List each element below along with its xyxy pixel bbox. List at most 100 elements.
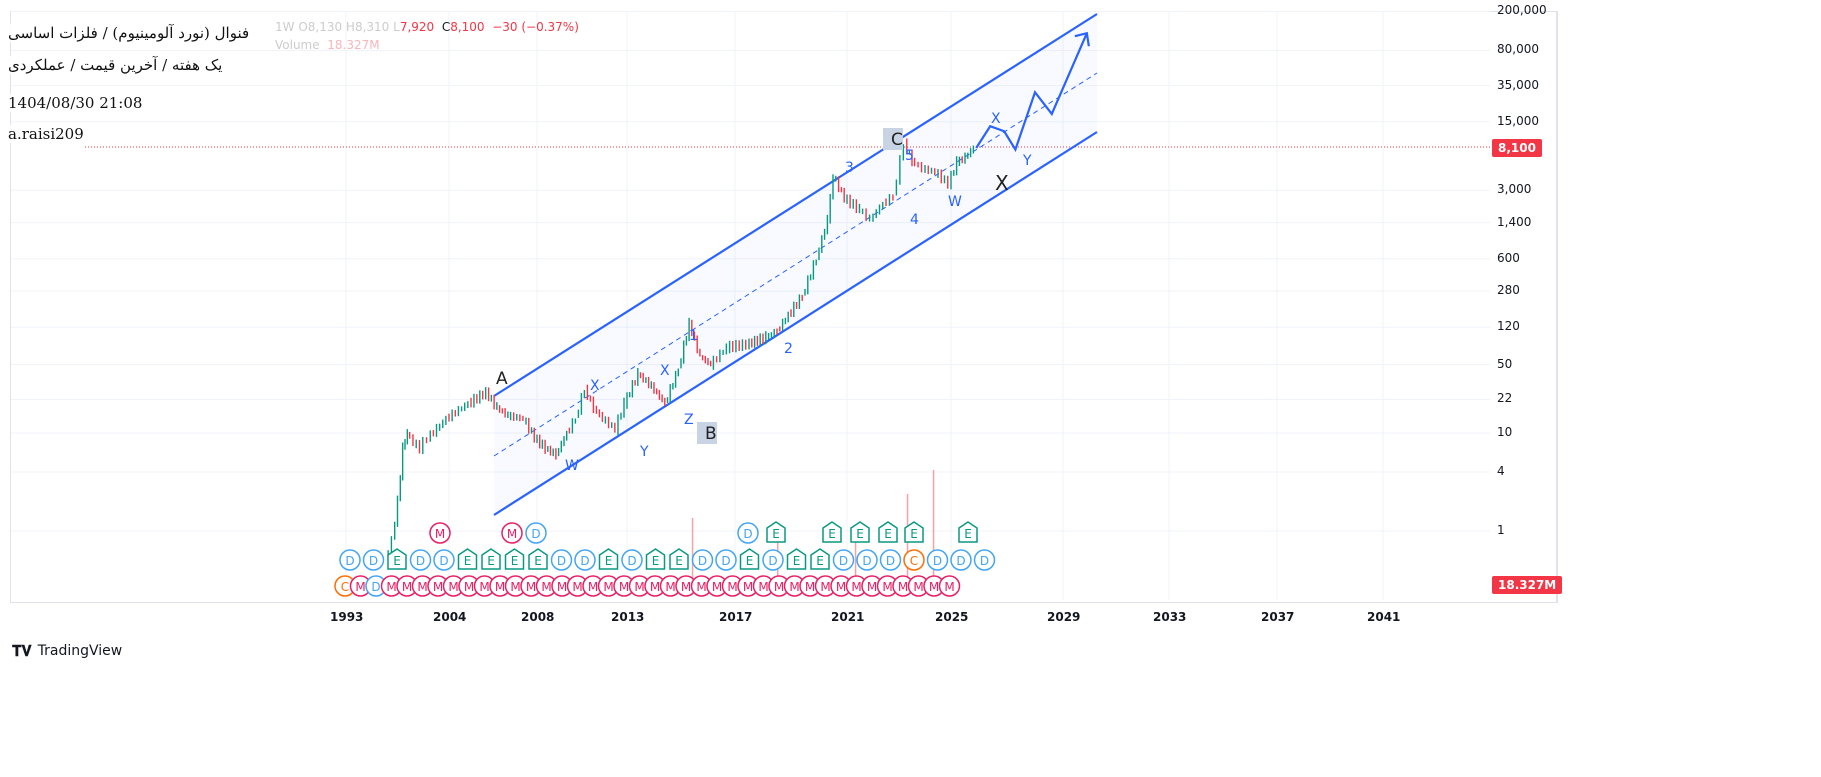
earnings-icon[interactable] bbox=[822, 521, 842, 543]
projection-line[interactable] bbox=[975, 32, 1088, 153]
wave-label[interactable]: X bbox=[590, 378, 600, 394]
wave-label[interactable]: W bbox=[948, 194, 962, 210]
dividend-icon[interactable] bbox=[574, 549, 596, 571]
dividend-icon[interactable] bbox=[433, 549, 455, 571]
change-value: −30 (−0.37%) bbox=[492, 20, 579, 34]
price-tick: 22 bbox=[1497, 391, 1513, 406]
event-marker-label: M bbox=[820, 580, 830, 594]
event-marker-label: M bbox=[712, 580, 722, 594]
dividend-icon[interactable] bbox=[950, 549, 972, 571]
wave-label[interactable]: 2 bbox=[784, 341, 793, 357]
meeting-icon[interactable] bbox=[938, 575, 961, 597]
channel-upper-line[interactable] bbox=[493, 13, 1098, 397]
earnings-icon[interactable] bbox=[457, 548, 478, 570]
wave-label[interactable]: W bbox=[565, 458, 579, 474]
time-tick: 2033 bbox=[1153, 610, 1187, 624]
time-tick: 2013 bbox=[611, 610, 645, 624]
tradingview-logo[interactable]: 𝐓𝐕 TradingView bbox=[12, 642, 122, 660]
dividend-icon[interactable] bbox=[856, 549, 878, 571]
channel-lower-line[interactable] bbox=[493, 131, 1098, 516]
event-marker-label: M bbox=[681, 580, 691, 594]
event-marker-label: D bbox=[980, 554, 989, 568]
ohlc-low: 7,920 bbox=[399, 20, 435, 34]
dividend-icon[interactable] bbox=[409, 549, 432, 571]
event-marker-label: D bbox=[768, 554, 777, 568]
wave-label[interactable]: 5 bbox=[905, 148, 914, 164]
dividend-icon[interactable] bbox=[525, 522, 547, 544]
event-marker-label: M bbox=[634, 580, 644, 594]
earnings-icon[interactable] bbox=[481, 548, 501, 570]
wave-label[interactable]: B bbox=[705, 424, 717, 444]
dividend-icon[interactable] bbox=[737, 522, 759, 544]
wave-label[interactable]: X bbox=[991, 111, 1001, 127]
earnings-icon[interactable] bbox=[786, 548, 807, 570]
price-tick: 50 bbox=[1497, 356, 1513, 371]
earnings-icon[interactable] bbox=[669, 548, 689, 570]
channel-mid-line[interactable] bbox=[493, 72, 1098, 457]
dividend-icon[interactable] bbox=[832, 549, 855, 571]
meeting-icon[interactable] bbox=[429, 522, 451, 544]
wave-label[interactable]: 1 bbox=[689, 328, 698, 344]
dividend-icon[interactable] bbox=[550, 549, 573, 571]
dividend-icon[interactable] bbox=[339, 549, 361, 571]
wave-label-bg bbox=[883, 128, 903, 150]
wave-label[interactable]: C bbox=[891, 130, 903, 150]
price-tick: 4 bbox=[1497, 463, 1505, 478]
event-marker-label: M bbox=[355, 580, 365, 594]
earnings-icon[interactable] bbox=[850, 521, 870, 543]
event-marker-label: M bbox=[743, 580, 753, 594]
price-tick: 1 bbox=[1497, 523, 1505, 537]
dividend-icon[interactable] bbox=[879, 549, 902, 571]
event-marker-label: M bbox=[435, 527, 445, 541]
earnings-icon[interactable] bbox=[958, 521, 978, 543]
volume-bar bbox=[854, 530, 857, 590]
earnings-icon[interactable] bbox=[528, 548, 548, 570]
earnings-icon[interactable] bbox=[739, 548, 760, 570]
price-tick: 200,000 bbox=[1497, 3, 1547, 18]
tradingview-logo-icon: 𝐓𝐕 bbox=[12, 642, 32, 660]
wave-label[interactable]: 3 bbox=[845, 160, 854, 176]
wave-label[interactable]: Z bbox=[684, 412, 694, 428]
wave-label-bg bbox=[697, 422, 717, 444]
earnings-icon[interactable] bbox=[904, 521, 924, 543]
earnings-icon[interactable] bbox=[387, 548, 407, 570]
dividend-icon[interactable] bbox=[762, 549, 784, 571]
volume-bar bbox=[932, 470, 935, 590]
event-marker-label: M bbox=[665, 580, 675, 594]
event-marker-label: E bbox=[884, 527, 892, 541]
event-marker-label: M bbox=[619, 580, 629, 594]
dividend-icon[interactable] bbox=[926, 549, 949, 571]
event-marker-label: C bbox=[910, 554, 918, 568]
wave-label[interactable]: X bbox=[995, 171, 1009, 195]
meeting-icon[interactable] bbox=[501, 522, 523, 544]
earnings-icon[interactable] bbox=[645, 548, 666, 570]
earnings-icon[interactable] bbox=[878, 521, 898, 543]
time-tick: 2037 bbox=[1261, 610, 1295, 624]
earnings-icon[interactable] bbox=[504, 548, 525, 570]
wave-label[interactable]: Y bbox=[1022, 153, 1032, 169]
dividend-icon[interactable] bbox=[973, 549, 996, 571]
dividend-icon[interactable] bbox=[621, 549, 643, 571]
wave-label[interactable]: X bbox=[660, 363, 670, 379]
time-tick: 2025 bbox=[935, 610, 969, 624]
dividend-icon[interactable] bbox=[715, 549, 737, 571]
dividend-icon[interactable] bbox=[691, 549, 714, 571]
capital-icon[interactable] bbox=[903, 549, 925, 571]
event-marker-label: M bbox=[727, 580, 737, 594]
wave-label[interactable]: Y bbox=[639, 444, 649, 460]
earnings-icon[interactable] bbox=[810, 548, 830, 570]
wave-label[interactable]: 4 bbox=[910, 212, 919, 228]
event-marker-label: E bbox=[816, 554, 824, 568]
event-marker-label: E bbox=[746, 554, 754, 568]
event-marker-label: E bbox=[652, 554, 660, 568]
event-marker-label: D bbox=[439, 554, 448, 568]
dividend-icon[interactable] bbox=[362, 549, 385, 571]
time-tick: 2041 bbox=[1367, 610, 1401, 624]
wave-label[interactable]: A bbox=[496, 369, 508, 389]
event-marker-label: E bbox=[793, 554, 801, 568]
event-marker-label: E bbox=[910, 527, 918, 541]
earnings-icon[interactable] bbox=[598, 548, 619, 570]
earnings-icon[interactable] bbox=[766, 521, 786, 543]
event-marker-label: M bbox=[929, 580, 939, 594]
